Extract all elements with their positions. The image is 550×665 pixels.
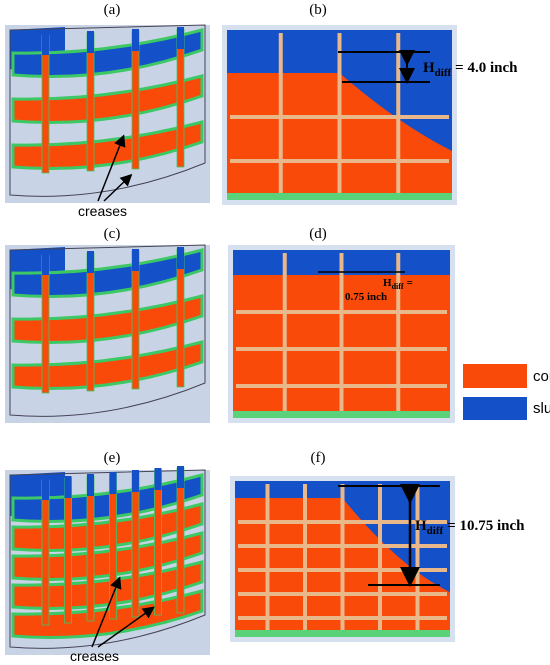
column — [86, 475, 95, 622]
column — [86, 252, 95, 392]
panel-label: (d) — [309, 226, 327, 242]
legend-label: slurry — [533, 400, 550, 417]
panel-label: (e) — [104, 450, 121, 466]
column-top — [87, 474, 94, 496]
annotation-text: = 10.75 inch — [447, 518, 525, 534]
panel-label: (a) — [104, 2, 121, 18]
arrow — [97, 606, 155, 648]
annotation: Hdiff = — [383, 277, 413, 291]
column-top — [42, 253, 49, 275]
annotation-symbol: H — [423, 60, 435, 76]
annotation: Hdiff = 10.75 inch — [415, 518, 525, 537]
annotation-symbol: H — [415, 518, 427, 534]
panel-label: (c) — [104, 226, 121, 242]
column — [154, 469, 162, 616]
column-top — [177, 466, 184, 488]
edge-band — [227, 193, 452, 200]
shelf — [11, 120, 204, 171]
annotation-symbol: H — [383, 277, 392, 289]
outline — [9, 244, 206, 417]
shelf — [11, 340, 204, 391]
column-top — [177, 27, 184, 49]
column — [41, 254, 50, 394]
annotation-subscript: diff — [435, 67, 452, 79]
legend-swatch — [463, 397, 527, 420]
column-top — [154, 468, 162, 490]
column-top — [132, 29, 139, 51]
column-top — [42, 478, 49, 500]
column-top — [42, 33, 49, 55]
column-top — [132, 249, 139, 271]
column-top — [87, 31, 94, 53]
column — [64, 477, 72, 624]
legend-label: concrete — [533, 368, 550, 385]
shelf — [11, 28, 204, 79]
column-top — [87, 251, 94, 273]
annotation-text: = 4.0 inch — [455, 60, 518, 76]
arrow — [103, 173, 133, 202]
column — [176, 467, 185, 614]
slurry-wedge — [339, 30, 452, 151]
annotation: 0.75 inch — [345, 291, 387, 303]
column — [41, 34, 50, 174]
column-top — [64, 476, 72, 498]
edge-band — [233, 411, 450, 418]
shelf — [11, 294, 204, 345]
shelf — [11, 248, 204, 299]
column-top — [109, 472, 117, 494]
column — [131, 30, 140, 170]
annotation: creases — [70, 648, 119, 664]
outline — [9, 24, 206, 197]
arrow — [91, 576, 122, 648]
column — [131, 250, 140, 390]
arrow — [97, 134, 126, 202]
outline — [9, 469, 206, 649]
column — [86, 32, 95, 172]
column — [41, 479, 50, 626]
column — [176, 28, 185, 168]
annotation-subscript: diff — [392, 282, 404, 291]
panel-label: (b) — [309, 2, 327, 18]
column — [176, 248, 185, 388]
slurry-wedge — [342, 481, 450, 593]
shelf — [11, 74, 204, 125]
column-top — [132, 470, 139, 492]
column-top — [177, 247, 184, 269]
annotation-text: = — [407, 277, 413, 289]
annotation-subscript: diff — [427, 525, 444, 537]
column — [131, 471, 140, 618]
legend-swatch — [463, 364, 527, 388]
annotation: creases — [78, 203, 127, 219]
edge-band — [235, 630, 450, 637]
annotation: Hdiff = 4.0 inch — [423, 60, 518, 79]
column — [109, 473, 117, 620]
simulation-images — [5, 24, 457, 655]
panel-label: (f) — [311, 450, 326, 466]
